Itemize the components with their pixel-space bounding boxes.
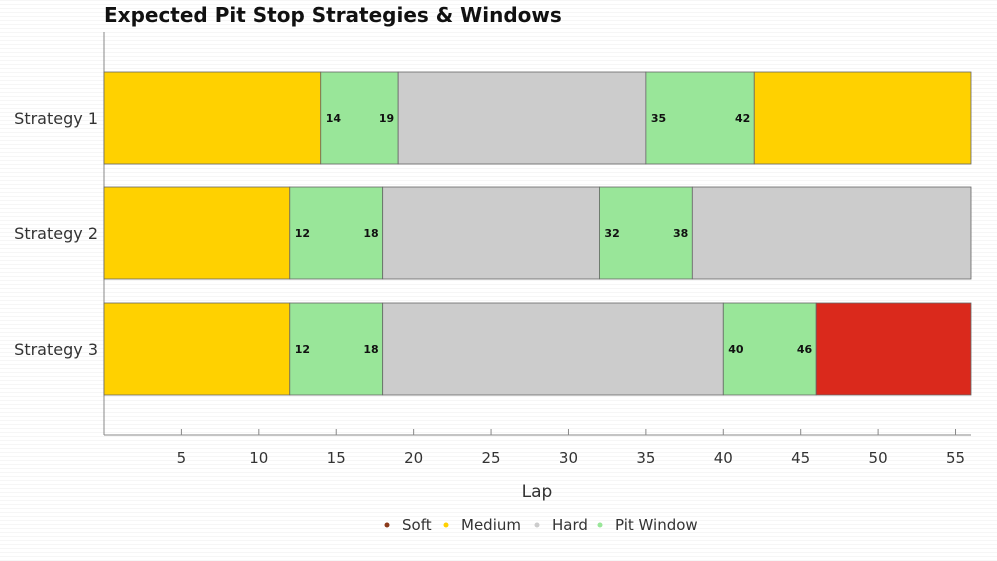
segment-medium	[753, 71, 972, 165]
pit-window-start-label: 14	[326, 112, 342, 125]
pit-window-start-label: 35	[651, 112, 666, 125]
x-tick-label: 10	[249, 449, 268, 467]
chart-title: Expected Pit Stop Strategies & Windows	[104, 3, 562, 27]
legend-label: Soft	[402, 516, 432, 534]
legend-marker	[597, 522, 603, 528]
pit-window-start-label: 12	[295, 343, 310, 356]
legend-marker	[534, 522, 540, 528]
strategy-row: 12 18 32 38	[103, 186, 972, 280]
x-tick-label: 50	[869, 449, 888, 467]
x-tick-label: 55	[946, 449, 965, 467]
segment-hard	[382, 302, 724, 396]
segment-medium	[103, 186, 291, 280]
segment-pit-window	[722, 302, 817, 396]
bars: 14 19 35 42 12 18 32 38 12 18 40 46	[103, 71, 972, 396]
segment-hard	[691, 186, 972, 280]
x-axis-title: Lap	[522, 482, 553, 502]
pit-window-end-label: 46	[797, 343, 813, 356]
segment-pit-window	[289, 186, 384, 280]
segment-hard	[382, 186, 600, 280]
category-label: Strategy 2	[14, 224, 98, 243]
pit-window-start-label: 32	[604, 227, 619, 240]
legend-label: Pit Window	[615, 516, 698, 534]
x-tick-label: 25	[482, 449, 501, 467]
strategy-row: 14 19 35 42	[103, 71, 972, 165]
segment-soft	[815, 302, 972, 396]
x-tick-label: 35	[636, 449, 655, 467]
legend-marker	[443, 522, 449, 528]
pit-window-start-label: 40	[728, 343, 744, 356]
legend-item-pit-window: Pit Window	[597, 516, 698, 534]
x-tick-label: 40	[714, 449, 733, 467]
pit-window-end-label: 18	[363, 227, 378, 240]
pit-window-end-label: 18	[363, 343, 378, 356]
legend-label: Hard	[552, 516, 588, 534]
category-label: Strategy 3	[14, 340, 98, 359]
segment-medium	[103, 71, 322, 165]
segment-pit-window	[320, 71, 399, 165]
legend-label: Medium	[461, 516, 521, 534]
segment-hard	[397, 71, 647, 165]
segment-medium	[103, 302, 291, 396]
x-tick-label: 45	[791, 449, 810, 467]
category-labels: Strategy 1 Strategy 2 Strategy 3	[14, 109, 98, 359]
x-tick-label: 15	[327, 449, 346, 467]
x-tick-label: 20	[404, 449, 423, 467]
pit-window-end-label: 19	[379, 112, 394, 125]
legend-marker	[384, 522, 390, 528]
segment-pit-window	[645, 71, 755, 165]
category-label: Strategy 1	[14, 109, 98, 128]
x-tick-labels: 5 10 15 20 25 30 35 40 45 50 55	[177, 429, 965, 467]
legend: Soft Medium Hard Pit Window	[384, 516, 698, 534]
x-tick-label: 30	[559, 449, 578, 467]
segment-pit-window	[599, 186, 693, 280]
x-tick-label: 5	[177, 449, 187, 467]
pit-window-start-label: 12	[295, 227, 310, 240]
strategy-row: 12 18 40 46	[103, 302, 972, 396]
segment-pit-window	[289, 302, 384, 396]
legend-item-soft: Soft	[384, 516, 432, 534]
legend-item-medium: Medium	[443, 516, 521, 534]
legend-item-hard: Hard	[534, 516, 588, 534]
pit-window-end-label: 38	[673, 227, 688, 240]
pit-window-end-label: 42	[735, 112, 750, 125]
